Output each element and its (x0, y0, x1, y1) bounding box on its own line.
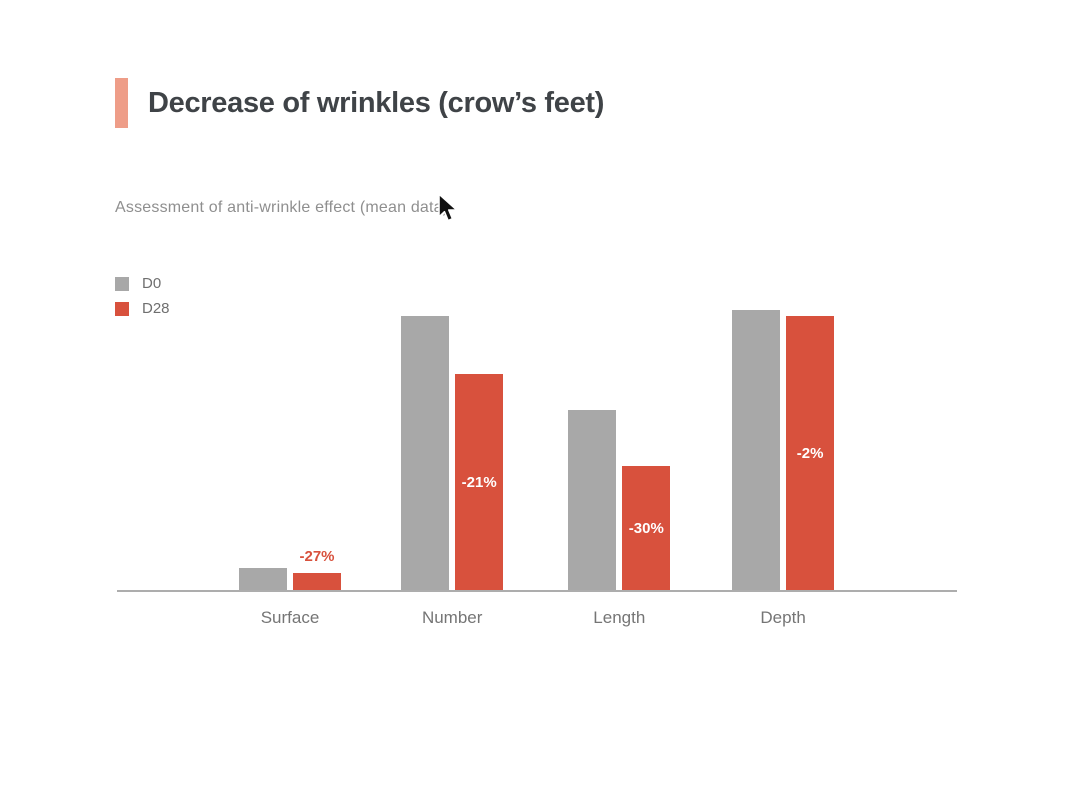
legend-label-d28: D28 (142, 300, 170, 317)
legend-swatch-d28 (115, 301, 129, 316)
x-axis-label-length: Length (593, 608, 646, 627)
bar-label-surface: -27% (299, 548, 335, 566)
chart-plot-area: -27% -21% -30% -2% (117, 310, 957, 590)
x-axis-labels: Surface Number Length Depth (117, 608, 957, 632)
bar-d28-length (622, 466, 671, 590)
bar-label-number: -21% (461, 474, 497, 492)
bar-label-length: -30% (628, 520, 664, 537)
x-axis-label-surface: Surface (260, 608, 320, 627)
legend-item-d0: D0 (115, 271, 170, 296)
bar-d0-number (401, 315, 450, 590)
bar-d0-length (568, 410, 617, 590)
bar-d28-depth (786, 315, 835, 590)
x-axis-line (117, 590, 957, 592)
bar-d0-depth (732, 310, 781, 590)
legend-label-d0: D0 (142, 275, 162, 292)
bar-label-depth: -2% (796, 444, 824, 462)
chart-title: Decrease of wrinkles (crow’s feet) (148, 86, 605, 119)
bar-d28-surface (293, 573, 342, 590)
x-axis-label-depth: Depth (760, 608, 806, 627)
title-accent-bar (115, 78, 128, 128)
legend-swatch-d0 (115, 276, 129, 291)
chart-subtitle: Assessment of anti-wrinkle effect (mean … (115, 199, 449, 216)
bar-d28-number (455, 374, 504, 590)
bar-d0-surface (239, 567, 288, 590)
chart-legend: D0 D28 (115, 271, 170, 321)
x-axis-label-number: Number (421, 608, 483, 627)
mouse-cursor-icon (438, 193, 458, 222)
legend-item-d28: D28 (115, 296, 170, 321)
title-block: Decrease of wrinkles (crow’s feet) (115, 78, 604, 128)
